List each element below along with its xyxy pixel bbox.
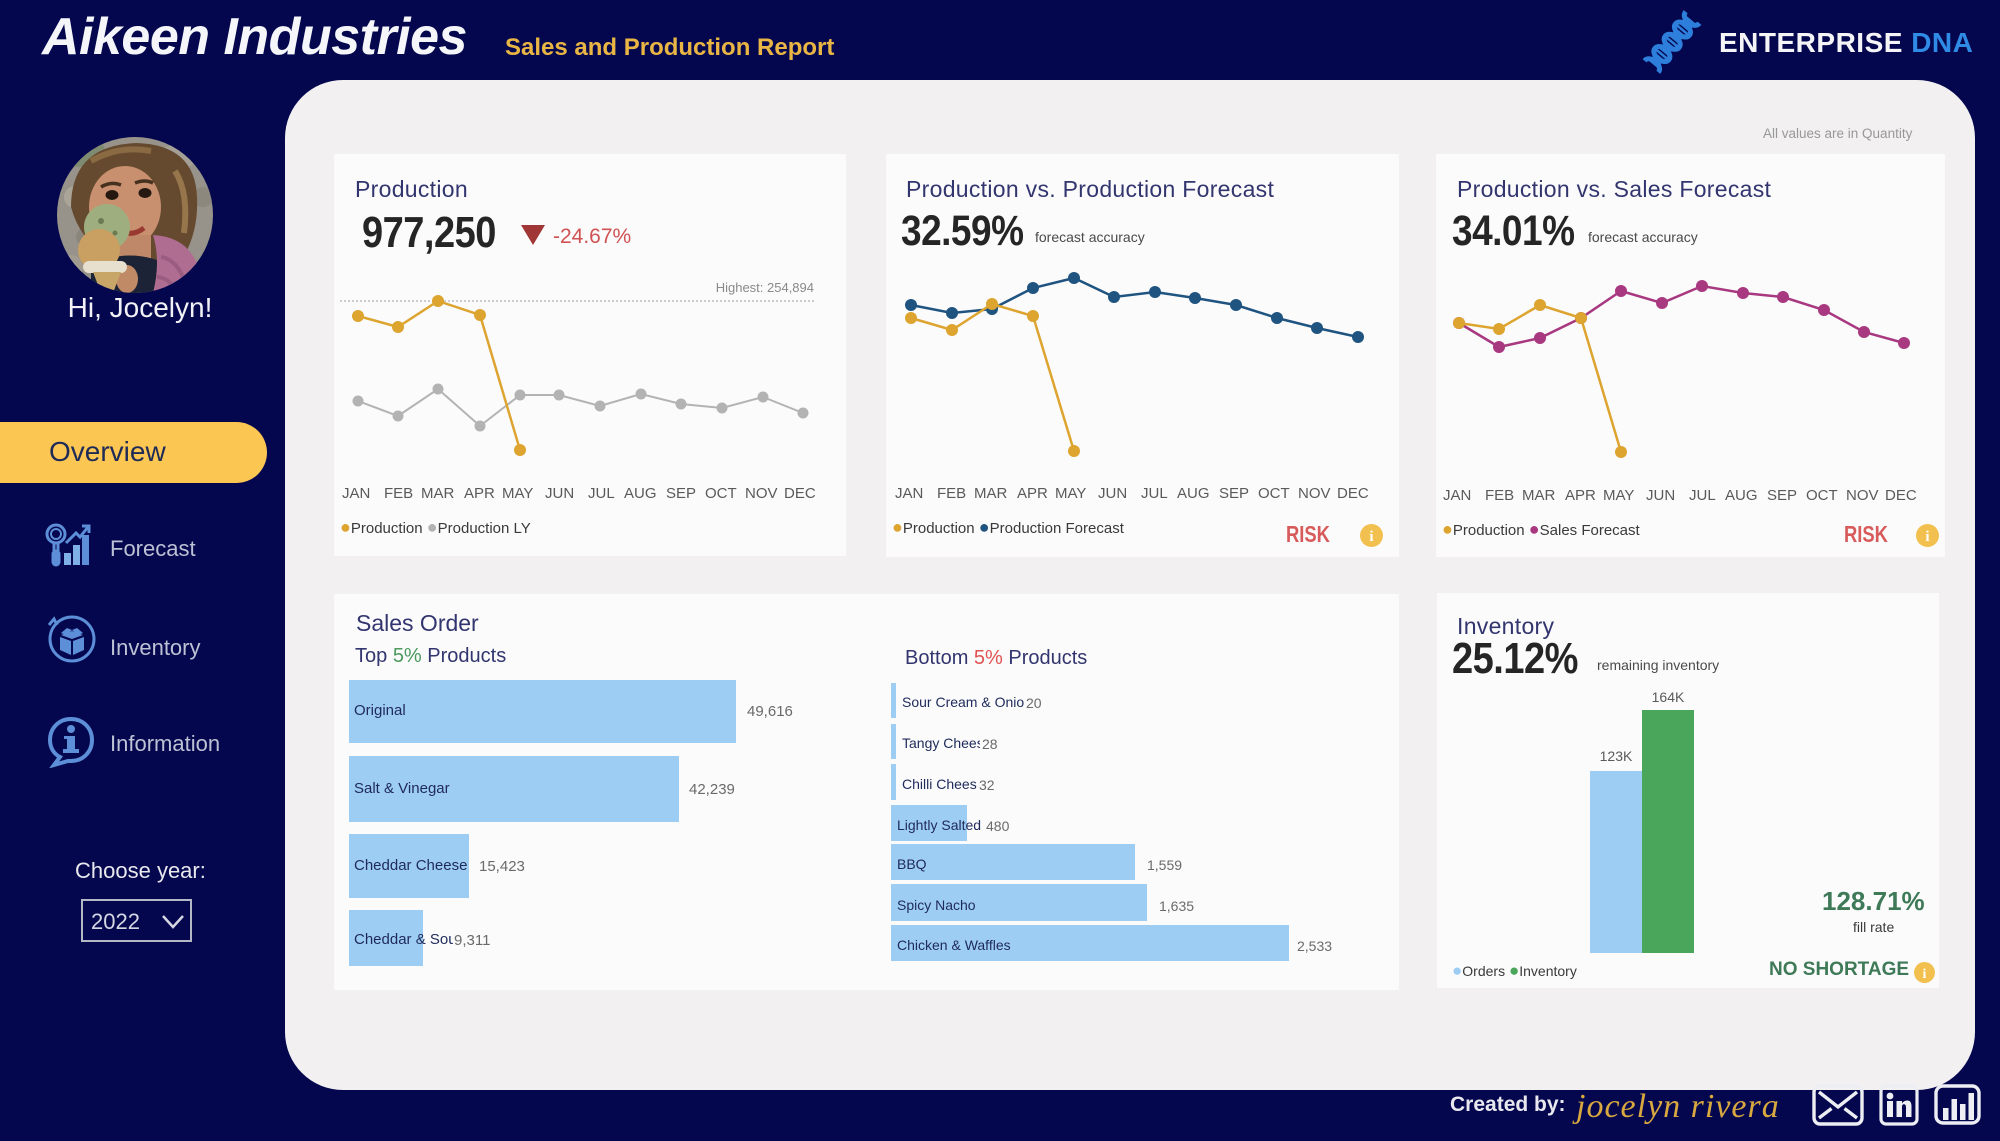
svg-text:i: i	[1925, 529, 1929, 545]
svg-text:i: i	[1923, 967, 1927, 982]
svg-text:i: i	[1369, 529, 1373, 545]
